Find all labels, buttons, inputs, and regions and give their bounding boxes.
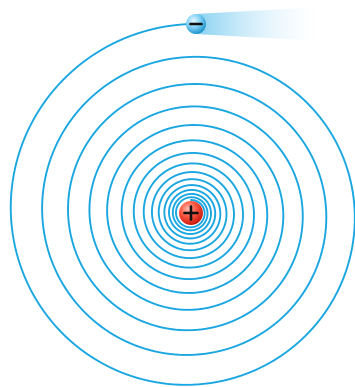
electron-motion-trail (196, 7, 320, 41)
electron (186, 14, 206, 34)
plus-sign-icon (183, 205, 199, 221)
nucleus (179, 201, 203, 225)
electron-spiral-path (9, 23, 355, 386)
